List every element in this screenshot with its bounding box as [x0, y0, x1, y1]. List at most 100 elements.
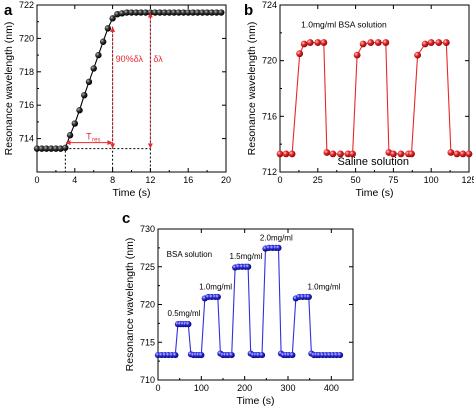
data-point	[66, 132, 74, 139]
y-tick-label: 724	[262, 0, 277, 10]
chart-panel-c: 0 100 200 300 400 710 715 720 725 730 Time (s) Reso…	[124, 224, 354, 407]
data-point	[57, 145, 64, 152]
series-line	[280, 42, 469, 155]
data-point	[118, 10, 126, 17]
data-point	[137, 9, 145, 16]
data-point	[306, 39, 314, 46]
data-point	[76, 107, 83, 114]
x-tick-label: 8	[110, 175, 115, 185]
data-point	[213, 9, 220, 16]
x-tick-label: 400	[324, 383, 339, 393]
y-tick-label: 730	[140, 224, 155, 234]
data-point	[408, 150, 415, 158]
data-point	[320, 39, 328, 46]
x-tick-label: 75	[388, 175, 398, 185]
data-point	[170, 9, 178, 16]
x-tick-label: 12	[145, 175, 155, 185]
x-tick-label: 125	[461, 175, 474, 185]
data-point	[435, 39, 443, 46]
concentration-label: 1.5mg/ml	[230, 252, 263, 261]
delta-lambda-label: δλ	[153, 54, 163, 64]
data-point	[397, 150, 405, 158]
response-time-label: T	[86, 132, 92, 142]
y-tick-label: 714	[19, 134, 34, 144]
y-tick-label: 710	[140, 375, 155, 385]
panel-label-c: c	[122, 210, 130, 227]
data-point	[47, 145, 55, 152]
data-point	[300, 40, 308, 48]
x-tick-label: 100	[424, 175, 439, 185]
data-point	[359, 40, 367, 48]
x-tick-label: 50	[351, 175, 361, 185]
data-point	[349, 150, 356, 158]
data-point	[166, 9, 173, 16]
data-point	[38, 145, 45, 152]
y-tick-label: 716	[262, 111, 277, 121]
data-point	[276, 150, 284, 158]
data-point	[185, 9, 192, 16]
data-point	[453, 150, 461, 158]
y-tick-label: 715	[140, 337, 155, 347]
data-point	[214, 293, 221, 301]
concentration-label: 1.0mg/ml	[308, 282, 341, 291]
data-point	[427, 39, 435, 46]
data-point	[62, 144, 69, 151]
y-tick-label: 720	[262, 56, 277, 66]
data-point	[337, 150, 344, 158]
data-point	[199, 9, 206, 16]
data-point	[414, 51, 421, 59]
x-axis-label: Time (s)	[236, 395, 274, 407]
data-point	[245, 263, 252, 270]
x-tick-label: 200	[237, 383, 252, 393]
data-point	[142, 9, 149, 16]
data-point	[95, 51, 102, 59]
concentration-label: 1.0mg/ml	[199, 282, 232, 291]
data-point	[228, 351, 235, 359]
data-point	[71, 120, 79, 127]
ninety-percent-label: 90%δλ	[116, 54, 144, 64]
x-tick-label: 20	[221, 175, 231, 185]
data-point	[465, 150, 473, 158]
y-axis-label: Resonance wavelength (nm)	[124, 238, 136, 372]
y-axis-label: Resonance wavelength (nm)	[246, 22, 258, 156]
data-point	[329, 150, 337, 158]
data-point	[194, 9, 201, 16]
y-axis-label: Resonance wavelength (nm)	[3, 22, 15, 156]
data-point	[161, 9, 168, 16]
x-tick-label: 16	[183, 175, 193, 185]
data-point	[104, 25, 112, 32]
x-tick-label: 25	[313, 175, 323, 185]
x-tick-label: 300	[280, 383, 295, 393]
response-time-subscript: res	[92, 138, 100, 144]
data-point	[218, 9, 225, 16]
data-point	[282, 150, 290, 158]
bsa-solution-label: 1.0mg/ml BSA solution	[301, 19, 387, 29]
data-point	[123, 9, 130, 16]
concentration-label: 0.5mg/ml	[168, 309, 201, 318]
data-point	[109, 15, 116, 22]
data-point	[208, 9, 216, 16]
data-point	[52, 145, 60, 152]
data-point	[189, 9, 197, 16]
data-point	[296, 50, 304, 58]
data-point	[390, 150, 397, 158]
data-point	[172, 351, 179, 359]
data-point	[421, 40, 429, 48]
y-tick-label: 712	[262, 167, 277, 177]
y-tick-label: 725	[140, 262, 155, 272]
series-line	[37, 11, 222, 150]
x-tick-label: 0	[277, 175, 282, 185]
data-point	[447, 149, 455, 156]
data-point	[288, 150, 296, 158]
y-tick-label: 720	[19, 33, 34, 43]
x-tick-label: 4	[72, 175, 77, 185]
data-point	[43, 145, 50, 152]
data-point	[336, 351, 344, 359]
data-point	[133, 9, 140, 16]
data-point	[198, 351, 205, 359]
data-point	[81, 91, 88, 99]
data-point	[33, 145, 41, 152]
x-axis-label: Time (s)	[112, 187, 150, 199]
data-point	[114, 10, 121, 18]
